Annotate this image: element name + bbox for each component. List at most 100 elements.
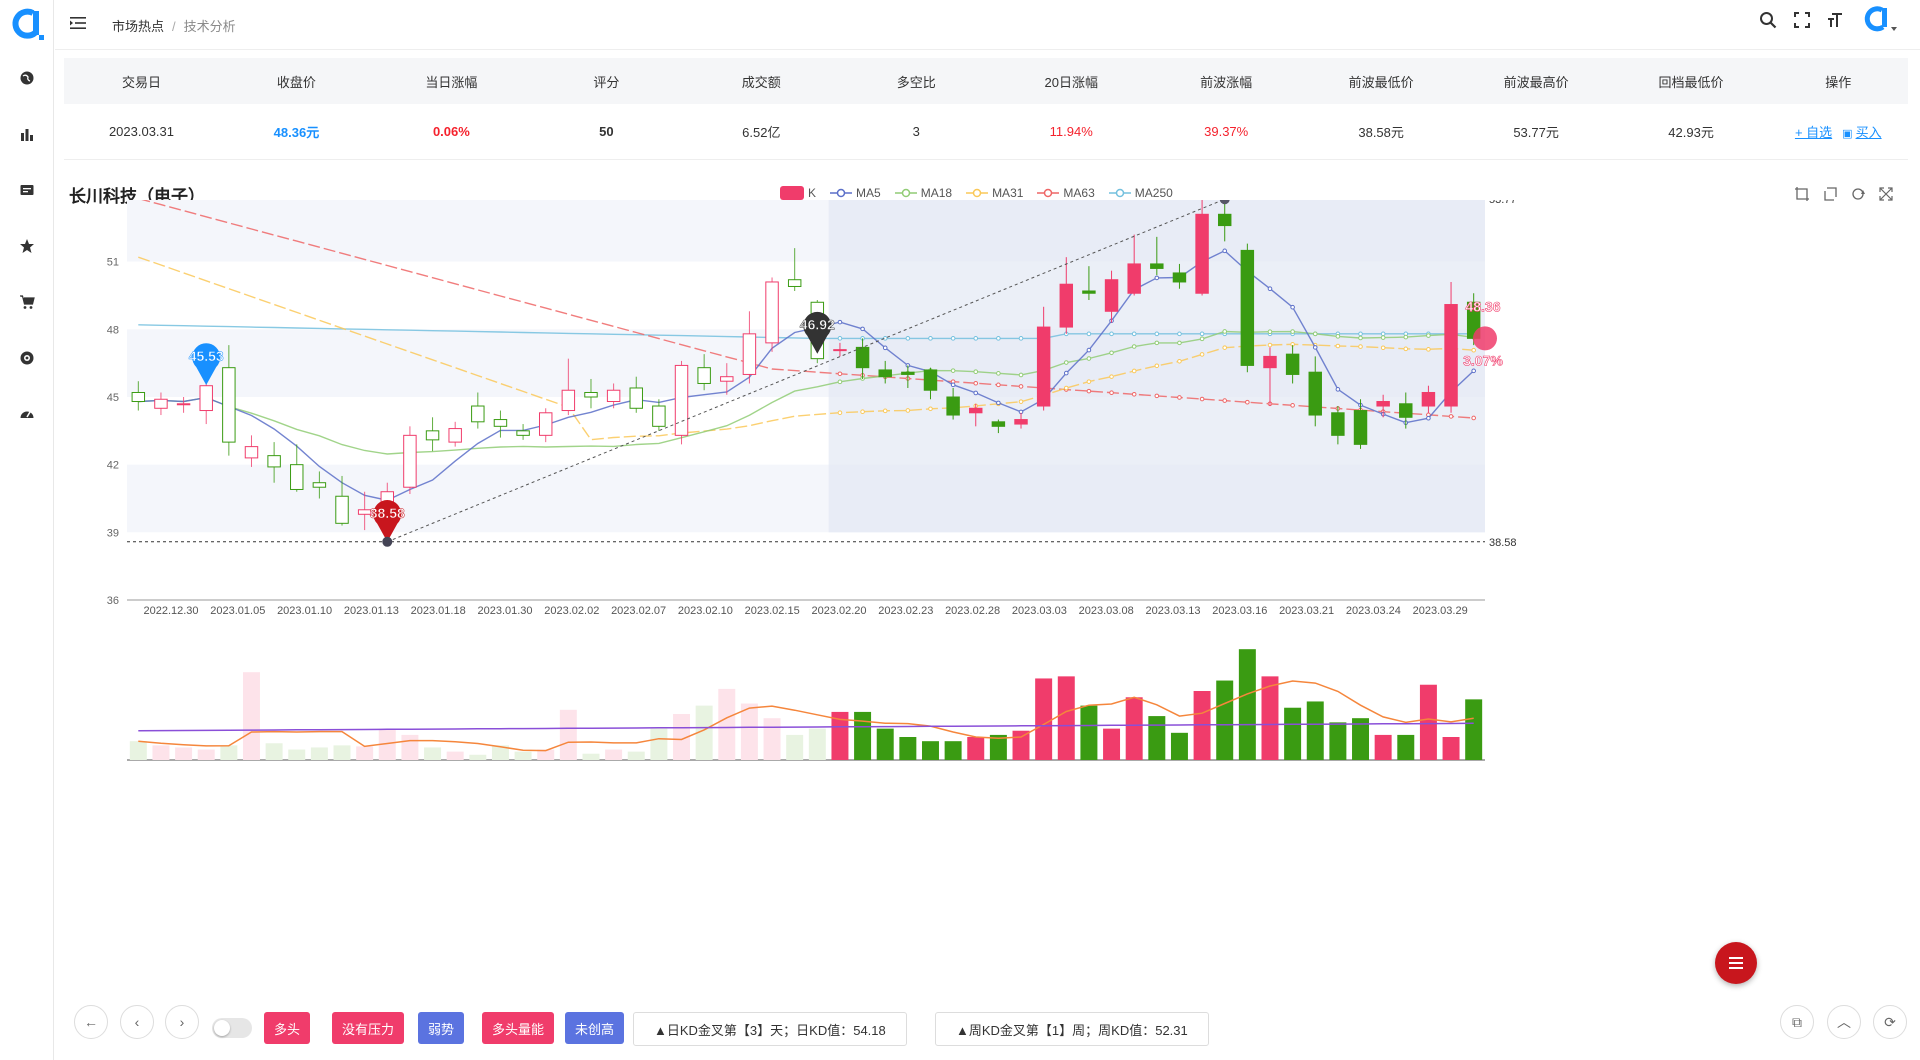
ma31-line-point	[1267, 342, 1273, 348]
legend-ma31[interactable]: MA31	[966, 186, 1023, 200]
legend-ma250[interactable]: MA250	[1108, 186, 1173, 200]
ma31-line-point	[1063, 385, 1069, 391]
ma31-line-point	[1403, 346, 1409, 352]
volume-bar	[491, 745, 509, 760]
tag-weak[interactable]: 弱势	[418, 1012, 465, 1044]
candle-body	[1036, 326, 1051, 407]
ma31-line-point	[1380, 345, 1386, 351]
ma31-line-point	[1177, 358, 1182, 364]
cell-prev-high: 53.77元	[1513, 125, 1559, 140]
ma5-line-point	[837, 319, 843, 325]
volume-bar	[1261, 676, 1279, 760]
ma5-line-point	[1471, 368, 1476, 374]
mid-marker-pin	[803, 311, 832, 354]
star-icon[interactable]	[17, 236, 37, 256]
volume-bar	[763, 718, 781, 760]
globe-icon[interactable]	[17, 68, 37, 88]
save-image-icon[interactable]	[1878, 186, 1894, 202]
ma18-line-point	[1335, 334, 1341, 339]
candle-body	[697, 367, 711, 384]
volume-bar	[989, 734, 1007, 760]
col-header: 成交额	[741, 74, 781, 90]
ma250-line-point	[1380, 331, 1386, 337]
ma250-line-point	[1177, 331, 1182, 337]
app-logo[interactable]	[9, 7, 45, 43]
ma5-line-point	[950, 382, 956, 388]
news-icon[interactable]	[17, 180, 37, 200]
ma250-line-point	[1018, 336, 1024, 341]
user-avatar[interactable]	[1860, 6, 1900, 32]
copy-button[interactable]: ⧉	[1780, 1005, 1814, 1039]
ma18-line-point	[837, 379, 843, 385]
legend-ma63[interactable]: MA63	[1037, 186, 1095, 200]
x-tick-label: 2023.02.07	[611, 605, 666, 617]
fullscreen-icon[interactable]	[1792, 10, 1812, 30]
y-tick-label: 48	[107, 324, 119, 336]
ma31-line-point	[1335, 343, 1341, 349]
menu-icon	[1729, 957, 1743, 969]
back-first-button[interactable]: ←	[74, 1005, 108, 1039]
legend-ma5[interactable]: MA5	[830, 186, 881, 200]
candle-body	[290, 464, 304, 490]
scroll-top-button[interactable]: ︿	[1827, 1005, 1861, 1039]
font-size-icon[interactable]	[1826, 10, 1846, 30]
col-header: 操作	[1825, 74, 1852, 90]
search-icon[interactable]	[1758, 10, 1778, 30]
bar-chart-icon[interactable]	[17, 124, 37, 144]
volume-bar	[401, 734, 419, 760]
candle-body	[946, 396, 960, 416]
ma31-line-point	[1471, 347, 1476, 353]
tag-bull-volume[interactable]: 多头量能	[482, 1012, 555, 1044]
ma63-line-point	[1086, 388, 1092, 394]
legend-ma18-swatch	[894, 188, 917, 198]
candle-body	[584, 391, 598, 398]
ma18-line-point	[973, 369, 979, 374]
high-line-label: 53.77	[1489, 200, 1517, 206]
buy-link[interactable]: ▣ 买入	[1842, 122, 1881, 141]
dashboard-icon[interactable]	[17, 404, 37, 424]
breadcrumb-home[interactable]: 市场热点	[112, 19, 165, 34]
target-icon[interactable]	[17, 348, 37, 368]
zoom-select-icon[interactable]	[1794, 186, 1810, 202]
col-header: 回档最低价	[1658, 74, 1724, 90]
candle-body	[1127, 263, 1141, 294]
floating-menu-button[interactable]	[1715, 942, 1757, 984]
candle-body	[471, 405, 485, 423]
refresh-button[interactable]: ⟳	[1873, 1005, 1907, 1039]
add-watchlist-link[interactable]: + 自选	[1794, 125, 1833, 140]
ma18-line-point	[1018, 372, 1024, 378]
kline-chart[interactable]: 54 51 48 45 42 39 36 2022.12.30 2023.01.05 2023.0…	[55, 200, 1920, 960]
volume-bar	[1284, 707, 1302, 760]
next-button[interactable]: ›	[165, 1005, 199, 1039]
prev-button[interactable]: ‹	[120, 1005, 154, 1039]
volume-bar	[786, 734, 804, 760]
trend-line	[387, 200, 1225, 543]
legend-ma63-swatch	[1037, 188, 1060, 198]
volume-bar	[1057, 676, 1075, 760]
legend-k[interactable]: K	[780, 186, 816, 200]
toggle-switch[interactable]	[212, 1018, 252, 1038]
candle-body	[1285, 353, 1300, 375]
candle-body	[1399, 403, 1413, 418]
candle-body	[1263, 355, 1277, 369]
legend-ma18[interactable]: MA18	[894, 186, 952, 200]
candle-body	[516, 430, 530, 436]
ma63-line-point	[1245, 399, 1250, 405]
zoom-reset-icon[interactable]	[1822, 186, 1838, 202]
x-tick-label: 2023.02.02	[544, 605, 599, 617]
candle-body	[1444, 304, 1458, 407]
ma31-line-point	[1358, 344, 1363, 349]
tag-no-pressure[interactable]: 没有压力	[332, 1012, 405, 1044]
restore-icon[interactable]	[1850, 186, 1866, 202]
col-header: 20日涨幅	[1044, 74, 1098, 90]
volume-bar	[1216, 680, 1234, 760]
last-pct-label: 3.07%	[1463, 352, 1503, 368]
ma63-line-point	[1131, 391, 1137, 397]
cart-icon[interactable]	[17, 292, 37, 312]
candle-body	[923, 369, 938, 391]
last-price-dot	[1473, 326, 1497, 351]
tag-bullish[interactable]: 多头	[264, 1012, 311, 1044]
tag-no-new-high[interactable]: 未创高	[565, 1012, 625, 1044]
menu-toggle-icon[interactable]	[69, 14, 87, 32]
candle-body	[267, 455, 281, 468]
